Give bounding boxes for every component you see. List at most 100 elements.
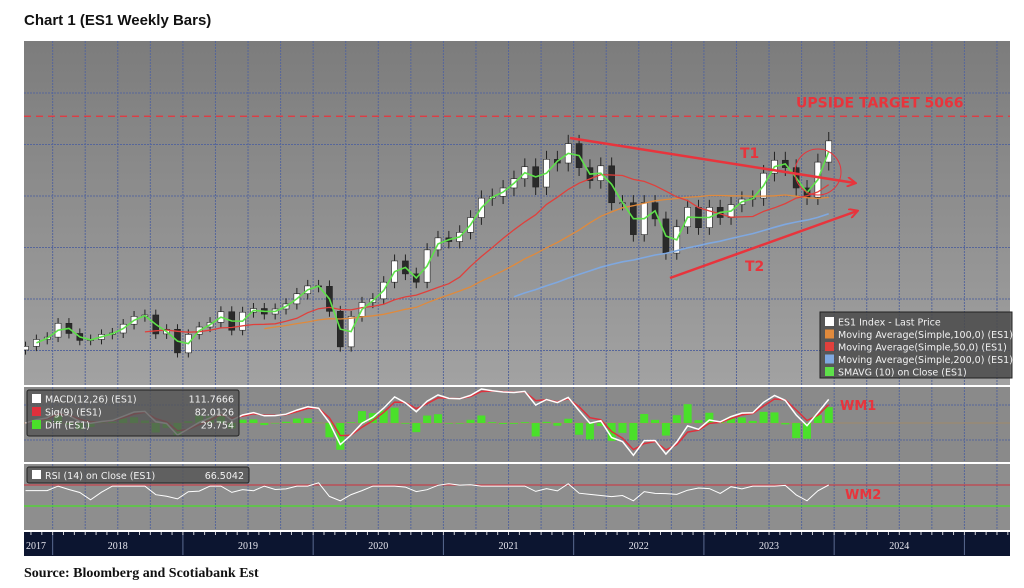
macd-diff-bar: [336, 423, 345, 450]
macd-legend-value: 29.754: [201, 421, 234, 432]
macd-diff-bar: [651, 419, 660, 423]
macd-legend-label: Sig(9) (ES1): [45, 408, 102, 419]
x-tick-label: 2022: [629, 541, 649, 552]
macd-legend-swatch: [32, 394, 41, 403]
chart-title: Chart 1 (ES1 Weekly Bars): [24, 12, 212, 29]
legend-label: Moving Average(Simple,50,0) (ES1): [838, 343, 1007, 354]
macd-diff-bar: [748, 420, 757, 423]
x-tick-label: 2017: [26, 541, 46, 552]
ma200-line: [513, 212, 829, 298]
macd-diff-bar: [423, 415, 432, 423]
ma50-line: [144, 173, 830, 333]
macd-diff-bar: [358, 411, 367, 423]
macd-legend-value: 82.0126: [195, 408, 234, 419]
macd-diff-bar: [542, 421, 551, 423]
price-bar: [24, 341, 29, 355]
legend-swatch: [825, 329, 834, 339]
macd-diff-bar: [499, 423, 508, 425]
upside-target-label: UPSIDE TARGET 5066: [796, 95, 964, 111]
macd-diff-bar: [412, 423, 421, 433]
x-tick-label: 2023: [759, 541, 779, 552]
macd-diff-bar: [824, 407, 833, 423]
legend-label: Moving Average(Simple,200,0) (ES1): [838, 355, 1013, 366]
sma10-line: [36, 151, 830, 345]
macd-diff-bar: [379, 410, 388, 423]
trendline-t2: [669, 211, 857, 280]
macd-diff-bar: [694, 420, 703, 423]
macd-diff-bar: [488, 422, 497, 423]
macd-diff-bar: [661, 423, 670, 436]
macd-diff-bar: [683, 404, 692, 423]
macd-diff-bar: [466, 419, 475, 423]
macd-diff-bar: [553, 423, 562, 426]
macd-diff-bar: [531, 423, 540, 437]
legend-label: Moving Average(Simple,100,0) (ES1): [838, 330, 1013, 341]
wm1-label: WM1: [840, 399, 876, 414]
legend-label: SMAVG (10) on Close (ES1): [838, 368, 967, 379]
legend-swatch: [825, 367, 834, 376]
price-bar: [33, 334, 40, 352]
macd-legend-swatch: [32, 420, 41, 429]
macd-diff-bar: [325, 423, 334, 438]
t1-label: T1: [740, 146, 759, 162]
macd-diff-bar: [629, 423, 638, 441]
macd-diff-bar: [520, 422, 529, 423]
macd-diff-bar: [672, 415, 681, 423]
macd-diff-bar: [292, 418, 301, 423]
macd-diff-bar: [238, 419, 247, 423]
x-tick-label: 2021: [499, 541, 519, 552]
legend-label: ES1 Index - Last Price: [838, 318, 941, 329]
macd-diff-bar: [249, 419, 258, 423]
rsi-legend-label: RSI (14) on Close (ES1): [45, 471, 155, 482]
macd-diff-bar: [813, 415, 822, 423]
rsi-legend: RSI (14) on Close (ES1) 66.5042: [26, 466, 250, 484]
wm2-label: WM2: [845, 488, 881, 503]
macd-diff-bar: [781, 423, 790, 425]
macd-diff-bar: [282, 421, 291, 423]
macd-diff-bar: [737, 417, 746, 423]
macd-legend-swatch: [32, 407, 41, 416]
macd-diff-bar: [509, 423, 518, 424]
x-axis-bar: [24, 532, 1010, 556]
macd-diff-bar: [618, 423, 627, 433]
rsi-legend-value: 66.5042: [205, 471, 244, 482]
macd-diff-bar: [477, 415, 486, 423]
rsi-legend-swatch: [32, 470, 41, 479]
x-tick-label: 2019: [238, 541, 258, 552]
macd-legend: MACD(12,26) (ES1) 111.7666 Sig(9) (ES1) 82.…: [26, 389, 240, 437]
macd-diff-bar: [433, 414, 442, 423]
macd-diff-bar: [803, 423, 812, 439]
macd-diff-bar: [727, 417, 736, 423]
breakout-circle: [794, 148, 842, 196]
macd-legend-label: Diff (ES1): [45, 421, 90, 432]
macd-legend-label: MACD(12,26) (ES1): [45, 395, 137, 406]
macd-diff-bar: [303, 418, 312, 423]
x-tick-label: 2020: [368, 541, 388, 552]
macd-legend-value: 111.7666: [189, 395, 234, 406]
legend-swatch: [825, 354, 834, 364]
macd-diff-bar: [260, 423, 269, 426]
x-tick-label: 2018: [108, 541, 128, 552]
macd-diff-bar: [564, 418, 573, 423]
source-note: Source: Bloomberg and Scotiabank Est: [24, 566, 259, 581]
macd-diff-bar: [759, 411, 768, 423]
macd-diff-bar: [455, 423, 464, 424]
t2-label: T2: [745, 259, 764, 275]
macd-diff-bar: [770, 412, 779, 423]
macd-diff-bar: [390, 407, 399, 423]
rsi-line: [25, 482, 829, 502]
trendline-t1: [569, 136, 855, 183]
macd-diff-bar: [705, 412, 714, 423]
legend-swatch: [825, 317, 834, 326]
macd-diff-bar: [792, 423, 801, 439]
macd-diff-bar: [596, 423, 605, 426]
macd-diff-bar: [575, 423, 584, 435]
macd-diff-bar: [444, 423, 453, 424]
macd-diff-bar: [640, 413, 649, 423]
macd-diff-bar: [585, 423, 594, 440]
es1-chart: 2017 2018 2019 2020 2021 2022 2023 2024 UPSIDE …: [24, 41, 1013, 556]
legend-swatch: [825, 342, 834, 351]
macd-diff-bar: [347, 422, 356, 423]
x-tick-label: 2024: [889, 541, 909, 552]
